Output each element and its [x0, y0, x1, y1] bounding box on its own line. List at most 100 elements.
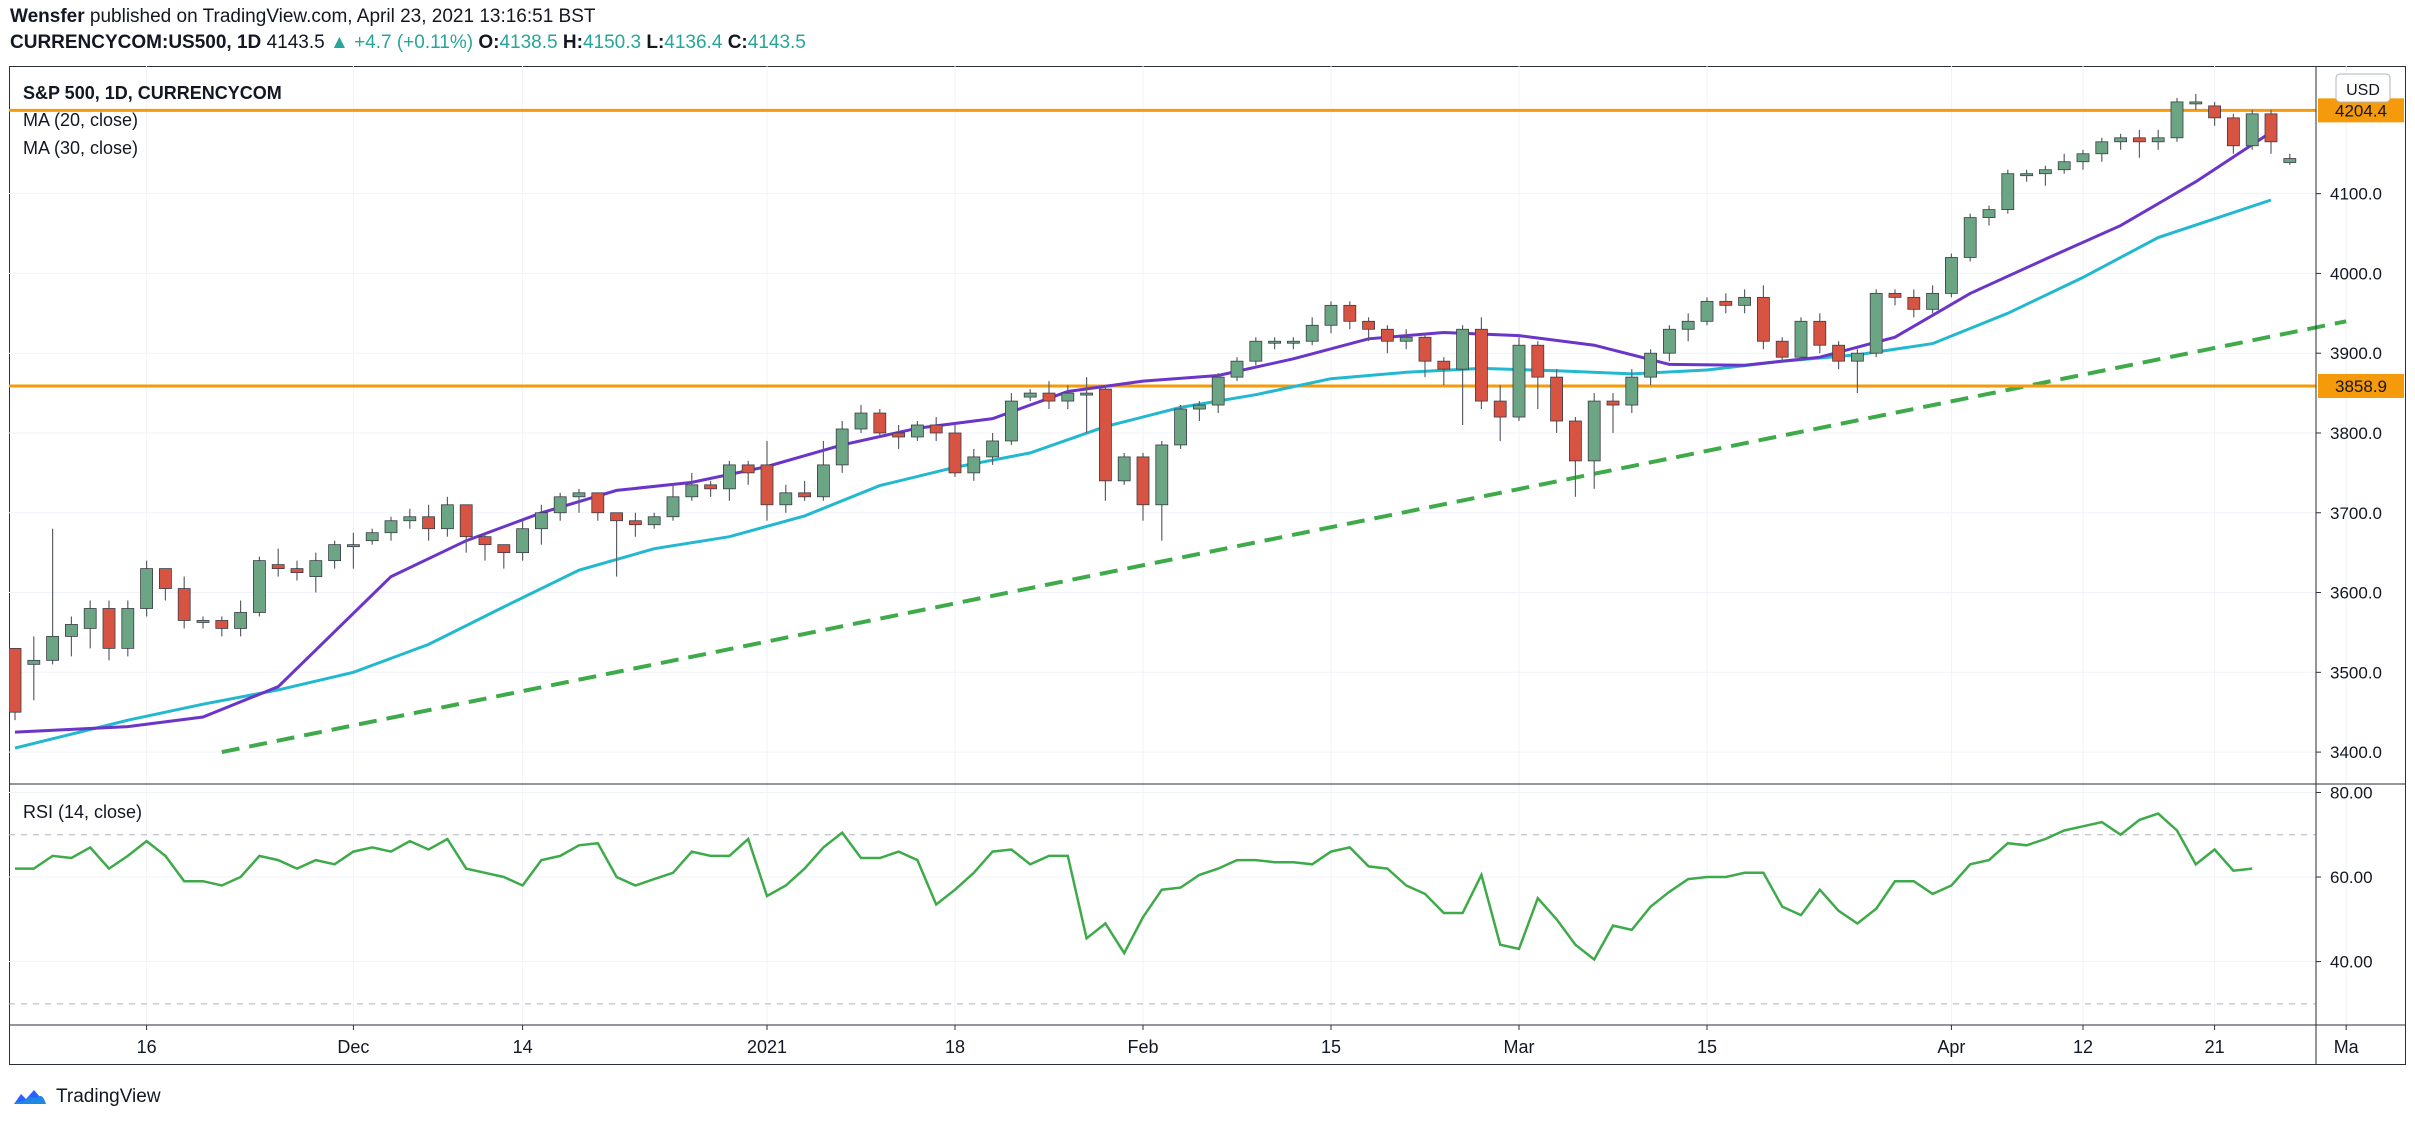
- candle: [1230, 357, 1244, 382]
- footer: TradingView: [12, 1086, 161, 1108]
- ma30-legend[interactable]: MA (30, close): [23, 138, 138, 158]
- candle: [1456, 325, 1469, 425]
- candle: [1531, 341, 1545, 410]
- candle: [1945, 253, 1958, 298]
- candle: [1775, 337, 1789, 362]
- candle: [2226, 113, 2240, 154]
- publisher-name[interactable]: Wensfer: [10, 6, 85, 27]
- candle: [1550, 369, 1563, 433]
- candle: [2208, 101, 2222, 126]
- price-tick-label: 3900.0: [2330, 344, 2382, 363]
- rsi-tick-label: 80.00: [2330, 783, 2373, 802]
- tradingview-logo-icon[interactable]: [12, 1086, 48, 1108]
- candle-body: [1625, 376, 1639, 406]
- currency-badge[interactable]: [2335, 73, 2391, 103]
- candle-body: [1888, 292, 1902, 298]
- candle-body: [1963, 217, 1977, 258]
- trendline[interactable]: [221, 319, 2347, 755]
- candle-body: [196, 620, 210, 623]
- candle-body: [2189, 101, 2203, 105]
- candle-body: [986, 440, 999, 458]
- candle-body: [440, 504, 454, 530]
- candle-body: [610, 512, 623, 522]
- symbol-label: CURRENCYCOM:US500, 1D: [10, 32, 262, 53]
- currency-label: USD: [2346, 82, 2380, 99]
- rsi-legend[interactable]: RSI (14, close): [23, 802, 142, 822]
- candle: [478, 532, 492, 561]
- high-label: H:: [562, 32, 583, 53]
- candle: [723, 460, 736, 501]
- candle-body: [1287, 340, 1300, 344]
- candle: [948, 425, 962, 477]
- candle: [1512, 337, 1526, 422]
- grid: [9, 66, 2347, 1025]
- candle-body: [817, 464, 830, 498]
- ma20-line: [14, 130, 2272, 734]
- candle: [102, 600, 116, 661]
- trendline-segment: [221, 319, 2347, 755]
- candle-body: [1851, 352, 1864, 362]
- candle: [1174, 405, 1187, 449]
- candle: [854, 405, 868, 433]
- candle: [1738, 289, 1751, 314]
- candle: [1700, 297, 1714, 326]
- candle-body: [553, 496, 567, 514]
- candle: [1193, 401, 1206, 422]
- candle: [704, 480, 717, 497]
- candle: [1907, 289, 1921, 318]
- candle-body: [1061, 392, 1075, 402]
- candle-body: [328, 544, 342, 562]
- candle: [1061, 385, 1075, 410]
- candle: [271, 548, 285, 577]
- candle: [1719, 293, 1733, 314]
- candle-body: [1042, 392, 1056, 402]
- candle: [1211, 373, 1225, 414]
- candle: [685, 472, 699, 501]
- price-tick-label: 3500.0: [2330, 663, 2382, 682]
- candle: [1625, 369, 1639, 414]
- candle: [140, 560, 154, 617]
- candle-body: [1005, 400, 1018, 442]
- candle: [1813, 313, 1827, 354]
- candle: [215, 616, 229, 637]
- candle-body: [948, 432, 962, 474]
- candle-body: [1023, 392, 1037, 398]
- candle: [1644, 349, 1657, 386]
- candle-body: [1587, 400, 1601, 462]
- candle-body: [647, 516, 661, 526]
- candle-body: [629, 520, 642, 526]
- ohlc-line: CURRENCYCOM:US500, 1D 4143.5 ▲ +4.7 (+0.…: [10, 32, 806, 54]
- open-label: O:: [478, 32, 500, 53]
- candle-body: [1869, 292, 1883, 354]
- chart-container[interactable]: 4204.4 3858.9 3400.0 3500.0 3600.0 3700.0 380…: [8, 66, 2406, 1065]
- candle: [1963, 213, 1977, 262]
- candle: [553, 492, 567, 521]
- candle-body: [516, 528, 530, 554]
- candle: [1249, 337, 1263, 366]
- footer-brand[interactable]: TradingView: [56, 1086, 161, 1107]
- candle: [1005, 393, 1018, 445]
- candle-body: [1606, 400, 1620, 406]
- candle: [1851, 349, 1864, 394]
- candle: [1268, 337, 1281, 350]
- candle-body: [1644, 352, 1657, 378]
- candle-body: [1324, 304, 1338, 326]
- candle-body: [1230, 360, 1244, 378]
- ma20-legend[interactable]: MA (20, close): [23, 110, 138, 130]
- price-tick-label: 3700.0: [2330, 504, 2382, 523]
- candle-body: [1249, 340, 1263, 362]
- candle: [1042, 381, 1056, 410]
- candle-body: [1099, 388, 1112, 482]
- horizontal-levels[interactable]: 4204.4 3858.9: [9, 98, 2404, 398]
- candle-body: [798, 492, 811, 498]
- price-chart[interactable]: 4204.4 3858.9 3400.0 3500.0 3600.0 3700.0 380…: [8, 66, 2406, 1065]
- low-label: L:: [646, 32, 665, 53]
- candle-body: [497, 544, 511, 554]
- candle-body: [65, 624, 78, 637]
- chart-title: S&P 500, 1D, CURRENCYCOM: [23, 83, 282, 103]
- candle-body: [2151, 137, 2165, 143]
- candle: [1869, 289, 1883, 358]
- candle: [516, 520, 530, 561]
- candle-body: [2076, 153, 2090, 163]
- candle-body: [929, 424, 943, 434]
